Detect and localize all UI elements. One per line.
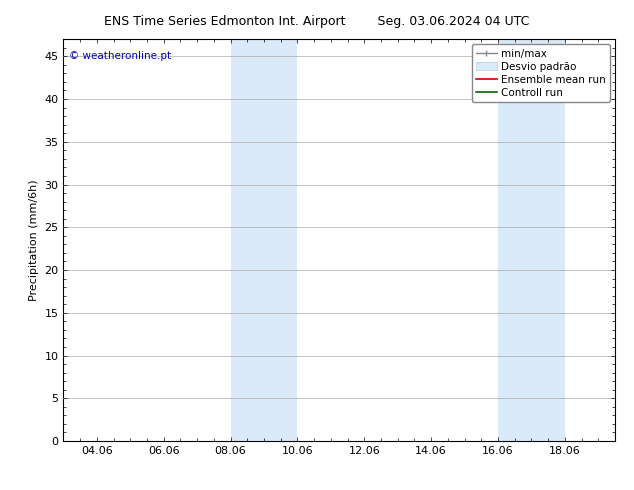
Y-axis label: Precipitation (mm/6h): Precipitation (mm/6h)	[29, 179, 39, 301]
Bar	[231, 39, 297, 441]
Text: © weatheronline.pt: © weatheronline.pt	[69, 51, 171, 61]
Text: ENS Time Series Edmonton Int. Airport        Seg. 03.06.2024 04 UTC: ENS Time Series Edmonton Int. Airport Se…	[105, 15, 529, 28]
Bar	[498, 39, 565, 441]
Legend: min/max, Desvio padrão, Ensemble mean run, Controll run: min/max, Desvio padrão, Ensemble mean ru…	[472, 45, 610, 102]
